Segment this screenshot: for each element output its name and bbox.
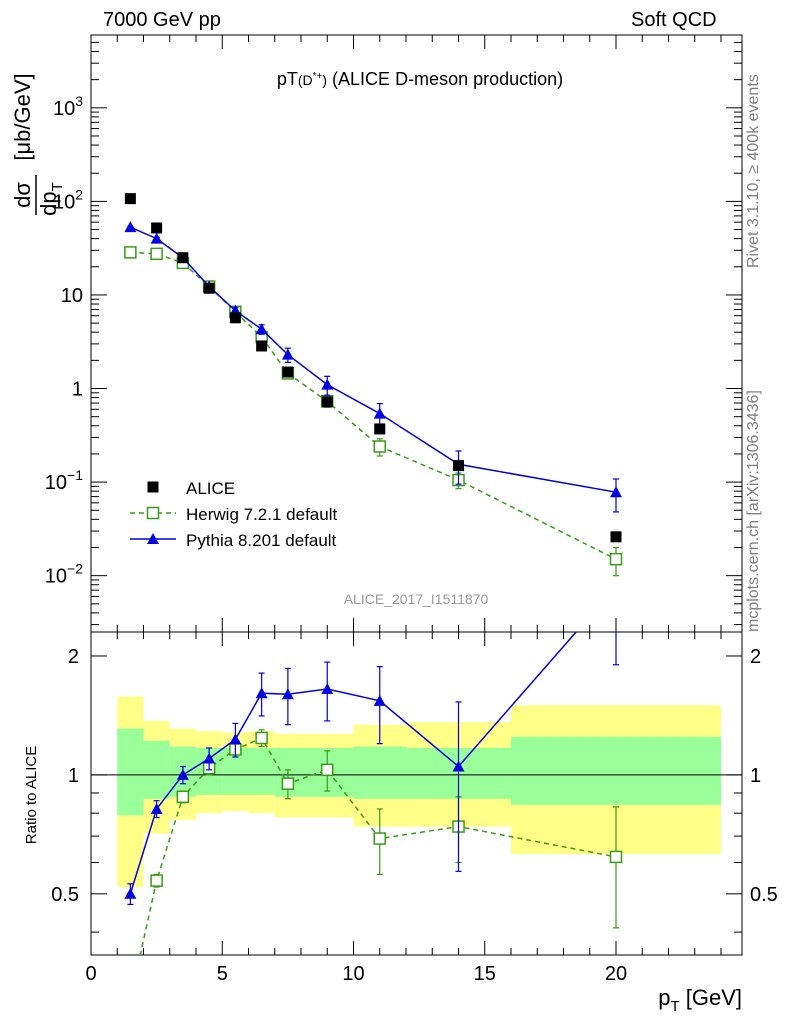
pythia-point bbox=[321, 378, 334, 390]
x-tick-label: 20 bbox=[605, 963, 627, 985]
y-tick-label: 103 bbox=[53, 93, 83, 120]
alice-point bbox=[374, 423, 386, 435]
main-panel-series bbox=[124, 193, 623, 577]
ratio-y-axis-label: Ratio to ALICE bbox=[23, 746, 40, 844]
herwig-point bbox=[124, 246, 137, 259]
legend-pythia-label: Pythia 8.201 default bbox=[186, 531, 337, 550]
x-axis-label: pT [GeV] bbox=[658, 985, 742, 1015]
legend-alice-marker bbox=[147, 481, 159, 493]
x-tick-label: 15 bbox=[474, 963, 496, 985]
y-label-numerator: dσ bbox=[10, 182, 35, 208]
pythia-ratio-point bbox=[150, 802, 163, 814]
y-axis-label: dσ dpT[μb/GeV] bbox=[10, 73, 66, 215]
alice-point bbox=[177, 252, 189, 264]
pythia-point bbox=[124, 221, 137, 233]
x-tick-label: 0 bbox=[85, 963, 96, 985]
analysis-label: ALICE_2017_I1511870 bbox=[344, 591, 489, 607]
source-label: mcplots.cern.ch [arXiv:1306.3436] bbox=[745, 390, 762, 632]
pythia-ratio-point bbox=[176, 768, 189, 780]
herwig-ratio-point bbox=[150, 874, 163, 887]
band-inner bbox=[248, 747, 275, 795]
pythia-point bbox=[610, 486, 622, 498]
y-tick-label: 10 bbox=[61, 285, 83, 307]
axis-labels: 0 5 10 15 20 10−2 10−1 1 10 102 103 0.5 0.5 1 1 2 2 pT(D*… bbox=[10, 69, 778, 1015]
pythia-ratio-point bbox=[373, 694, 386, 706]
herwig-point bbox=[609, 552, 623, 566]
pythia-ratio-point bbox=[610, 580, 622, 591]
pythia-ratio-point bbox=[281, 688, 294, 700]
ratio-y-tick-label: 2 bbox=[68, 646, 79, 668]
legend-alice-label: ALICE bbox=[186, 479, 235, 498]
pythia-point bbox=[281, 348, 294, 360]
pythia-ratio-point bbox=[452, 760, 465, 772]
alice-point bbox=[256, 340, 268, 352]
y-tick-label: 1 bbox=[72, 379, 83, 401]
pythia-ratio-point bbox=[203, 752, 216, 764]
legend-herwig-marker bbox=[146, 506, 160, 520]
pythia-point bbox=[373, 407, 386, 419]
pythia-line bbox=[130, 226, 617, 493]
herwig-ratio-point bbox=[255, 731, 268, 745]
herwig-ratio-point bbox=[373, 832, 386, 845]
main-panel-frame bbox=[90, 34, 743, 633]
pythia-ratio-point bbox=[255, 687, 268, 699]
x-tick-label: 5 bbox=[217, 963, 228, 985]
herwig-ratio-point bbox=[281, 777, 295, 790]
process-label: Soft QCD bbox=[631, 9, 717, 31]
y-tick-label: 10−2 bbox=[45, 561, 83, 588]
alice-point bbox=[229, 312, 241, 324]
legend-herwig-label: Herwig 7.2.1 default bbox=[186, 505, 337, 524]
band-inner bbox=[117, 728, 144, 816]
herwig-point bbox=[150, 247, 163, 261]
pythia-ratio-point bbox=[229, 733, 242, 745]
pythia-ratio-point bbox=[124, 887, 137, 899]
y-label-units: [μb/GeV] bbox=[10, 73, 35, 160]
y-tick-label: 102 bbox=[53, 186, 83, 213]
alice-point bbox=[203, 282, 215, 294]
alice-point bbox=[151, 222, 163, 234]
ratio-panel-series bbox=[124, 580, 623, 1005]
alice-point bbox=[453, 460, 464, 472]
alice-point bbox=[610, 531, 622, 543]
alice-point bbox=[282, 366, 294, 378]
energy-label: 7000 GeV pp bbox=[103, 9, 221, 31]
herwig-ratio-point bbox=[609, 850, 623, 864]
ratio-panel-frame bbox=[90, 631, 743, 956]
legend: ALICE Herwig 7.2.1 default Pythia 8.201 de… bbox=[130, 479, 337, 550]
herwig-ratio-point bbox=[321, 763, 334, 777]
rivet-label: Rivet 3.1.10, ≥ 400k events bbox=[745, 74, 762, 268]
band-inner bbox=[353, 746, 406, 799]
alice-point bbox=[124, 193, 136, 205]
band-inner bbox=[143, 740, 170, 799]
pythia-point bbox=[255, 323, 268, 335]
ratio-y-tick-label: 1 bbox=[68, 765, 79, 787]
alice-point bbox=[321, 396, 333, 408]
ratio-y-tick-label: 0.5 bbox=[51, 884, 79, 906]
band-inner bbox=[511, 736, 721, 805]
x-tick-label: 10 bbox=[342, 963, 364, 985]
ratio-y-tick-label-right: 0.5 bbox=[750, 884, 778, 906]
herwig-point bbox=[373, 440, 386, 453]
legend-pythia-marker bbox=[147, 533, 159, 544]
ratio-y-tick-label-right: 1 bbox=[750, 765, 761, 787]
ratio-uncertainty-bands bbox=[117, 696, 721, 888]
ratio-y-tick-label-right: 2 bbox=[750, 646, 761, 668]
chart-title: pT(D*+) (ALICE D-meson production) bbox=[277, 69, 563, 89]
ratio-frame-box bbox=[90, 631, 743, 956]
herwig-ratio-point bbox=[176, 790, 190, 804]
pythia-ratio-point bbox=[321, 682, 334, 694]
y-tick-label: 10−1 bbox=[45, 467, 83, 494]
herwig-ratio-point bbox=[125, 994, 136, 1005]
pythia-point bbox=[150, 232, 163, 244]
